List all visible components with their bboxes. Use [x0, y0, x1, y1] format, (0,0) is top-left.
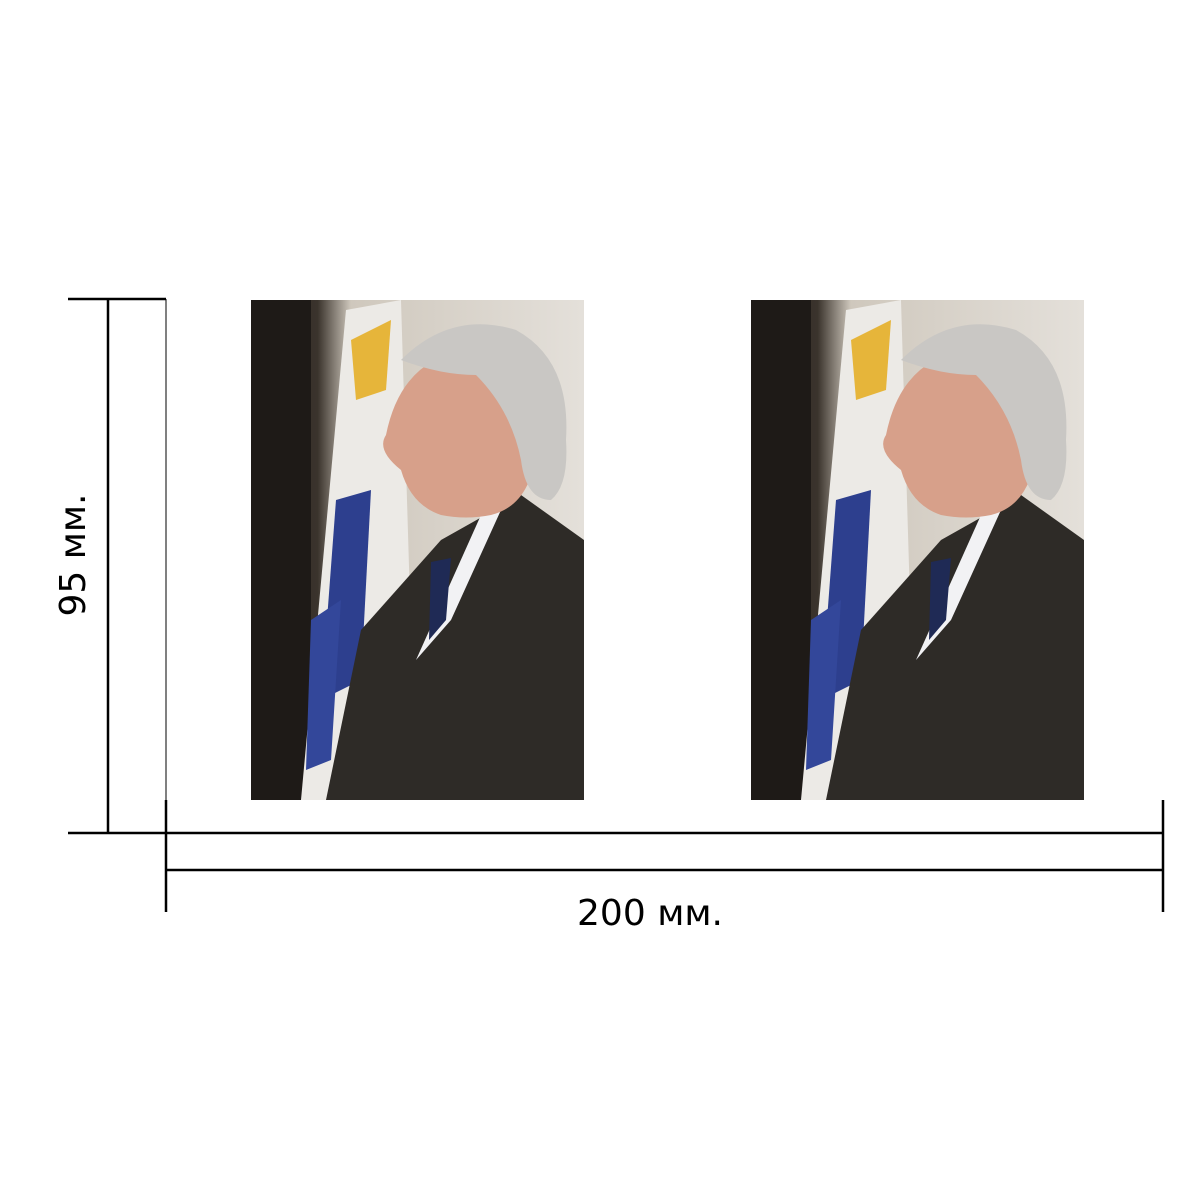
product-photo — [751, 300, 1084, 800]
height-label: 95 мм. — [53, 493, 94, 616]
product-photo — [251, 300, 584, 800]
width-label: 200 мм. — [577, 893, 723, 934]
